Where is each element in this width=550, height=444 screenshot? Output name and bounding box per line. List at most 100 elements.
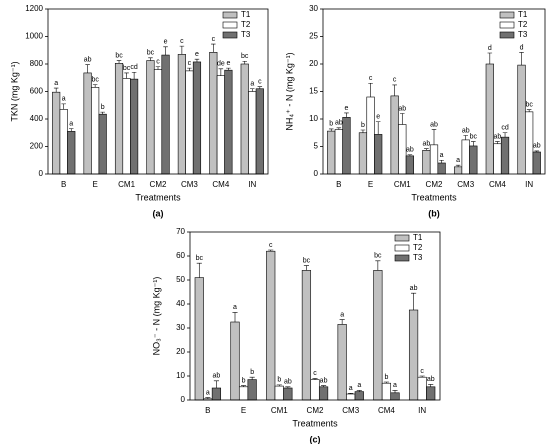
error-bar	[312, 378, 318, 380]
bar	[274, 385, 284, 401]
significance-letter: ab	[284, 379, 292, 386]
legend-label: T3	[241, 30, 251, 39]
y-tick-label: 25	[309, 32, 318, 41]
error-bar	[471, 141, 476, 146]
significance-letter: d	[520, 44, 524, 51]
bar	[194, 277, 204, 401]
significance-letter: ab	[320, 377, 328, 384]
significance-letter: ab	[430, 121, 438, 128]
significance-letter: b	[384, 374, 388, 381]
error-bar	[439, 159, 444, 163]
error-bar	[303, 265, 309, 271]
error-bar	[124, 72, 129, 79]
bar	[146, 60, 155, 175]
legend-label: T1	[413, 233, 423, 242]
y-tick-label: 0	[314, 169, 319, 178]
y-tick-label: 600	[30, 87, 44, 96]
error-bar	[375, 260, 381, 271]
error-bar	[368, 82, 373, 97]
significance-letter: bc	[241, 53, 249, 60]
bar	[310, 379, 320, 401]
error-bar	[196, 262, 202, 278]
error-bar	[116, 60, 122, 64]
significance-letter: ab	[213, 373, 221, 380]
bar	[453, 166, 463, 175]
x-tick-label: CM1	[394, 180, 411, 189]
error-bar	[249, 376, 255, 380]
error-bar	[232, 312, 238, 322]
bar	[334, 129, 343, 175]
error-bar	[348, 392, 354, 394]
x-axis-label: Treatments	[135, 192, 181, 202]
error-bar	[463, 135, 468, 140]
significance-letter: b	[277, 377, 281, 384]
x-tick-label: E	[241, 406, 246, 415]
bar	[405, 155, 415, 175]
error-bar	[285, 386, 291, 388]
legend-swatch	[499, 11, 515, 19]
bar	[318, 386, 329, 401]
bar	[83, 72, 92, 175]
legend-label: T2	[241, 20, 251, 29]
error-bar	[187, 67, 192, 71]
bar	[381, 382, 392, 401]
significance-letter: e	[345, 105, 349, 112]
error-bar	[431, 129, 437, 145]
x-tick-label: CM4	[378, 406, 395, 415]
error-bar	[100, 111, 105, 115]
bar	[493, 143, 502, 175]
x-axis-label: Treatments	[292, 418, 338, 428]
significance-letter: bc	[123, 65, 131, 72]
bar	[114, 63, 124, 175]
error-bar	[194, 58, 200, 62]
significance-letter: a	[250, 81, 254, 88]
error-bar	[250, 88, 255, 92]
x-tick-label: B	[336, 180, 341, 189]
significance-letter: e	[164, 39, 168, 46]
bar	[358, 132, 368, 175]
y-tick-label: 60	[176, 251, 185, 260]
bar	[161, 54, 170, 175]
x-tick-label: CM1	[271, 406, 288, 415]
bar	[67, 131, 76, 175]
legend-label: T2	[518, 20, 528, 29]
significance-letter: a	[456, 157, 460, 164]
significance-letter: bc	[374, 253, 382, 260]
significance-letter: ab	[398, 105, 406, 112]
caption: (b)	[428, 208, 440, 218]
y-tick-label: 70	[176, 227, 185, 236]
error-bar	[487, 52, 493, 64]
bar	[224, 69, 233, 175]
legend-swatch	[499, 21, 515, 29]
error-bar	[383, 381, 389, 384]
y-tick-label: 30	[309, 4, 318, 13]
significance-letter: ab	[84, 57, 92, 64]
bar	[500, 136, 510, 175]
bar	[153, 69, 163, 175]
error-bar	[61, 103, 66, 110]
y-tick-label: 800	[30, 59, 44, 68]
error-bar	[519, 52, 524, 66]
error-bar	[328, 128, 334, 132]
error-bar	[455, 164, 461, 167]
error-bar	[148, 57, 153, 61]
bar	[59, 109, 68, 175]
bar	[408, 309, 419, 401]
significance-letter: ab	[422, 141, 430, 148]
bar	[283, 387, 293, 401]
x-tick-label: E	[92, 180, 97, 189]
bar	[525, 111, 534, 175]
significance-letter: ab	[427, 376, 435, 383]
bar	[390, 95, 399, 175]
y-tick-label: 5	[314, 142, 319, 151]
significance-letter: a	[206, 389, 210, 396]
error-bar	[321, 385, 327, 387]
bar	[417, 376, 427, 401]
error-bar	[218, 68, 224, 76]
x-tick-label: E	[368, 180, 373, 189]
bar	[390, 392, 400, 401]
bar	[216, 75, 225, 175]
error-bar	[407, 154, 413, 156]
